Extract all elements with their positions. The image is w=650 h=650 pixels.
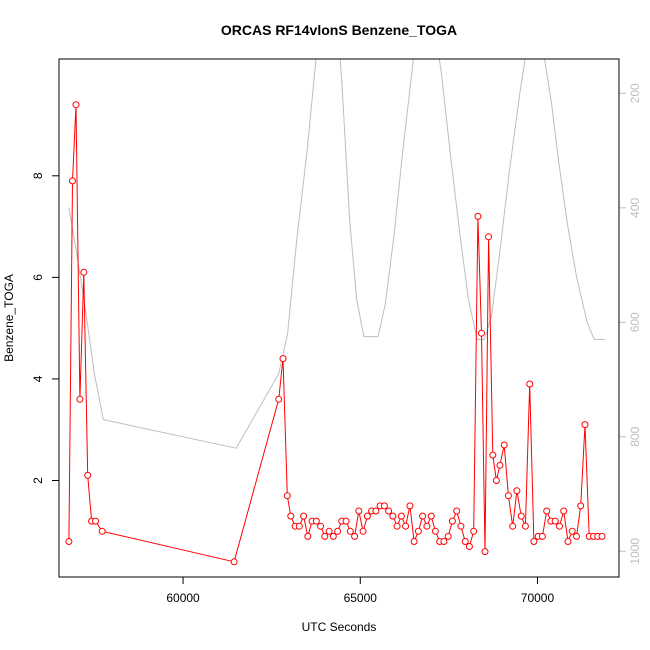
data-point-73 — [538, 532, 546, 540]
data-point-10 — [275, 395, 283, 403]
axes-layer: 60000 65000 70000 2 4 6 8 200 400 600 800 1000 — [31, 83, 642, 605]
data-point-59 — [481, 548, 489, 556]
data-point-4 — [80, 268, 88, 276]
y-tick-label-0: 2 — [31, 477, 45, 484]
x-tick-label-2: 70000 — [521, 591, 555, 605]
data-point-56 — [470, 527, 478, 535]
data-point-49 — [440, 538, 448, 545]
secondary-series-layer — [68, 59, 605, 449]
data-point-17 — [304, 532, 312, 540]
data-point-70 — [526, 380, 534, 388]
data-point-38 — [393, 522, 401, 530]
data-point-26 — [342, 517, 350, 525]
data-point-52 — [453, 507, 461, 515]
data-point-30 — [359, 527, 367, 535]
data-point-65 — [504, 492, 512, 500]
data-point-60 — [485, 233, 493, 241]
y2-tick-label-2: 600 — [628, 312, 642, 332]
data-point-77 — [556, 522, 563, 530]
y-tick-label-2: 6 — [31, 274, 45, 281]
data-point-28 — [351, 532, 359, 540]
data-point-31 — [363, 512, 371, 520]
data-point-43 — [414, 527, 422, 535]
data-point-76 — [551, 517, 559, 525]
data-point-44 — [419, 512, 427, 520]
data-point-19 — [312, 517, 320, 525]
data-point-54 — [461, 538, 469, 545]
data-point-58 — [478, 329, 485, 337]
y2-tick-label-4: 1000 — [628, 538, 642, 565]
data-point-79 — [564, 538, 572, 545]
y-tick-label-1: 4 — [31, 375, 45, 382]
primary-series-layer — [65, 101, 606, 566]
x-tick-label-1: 65000 — [344, 591, 378, 605]
data-point-3 — [76, 395, 84, 403]
data-point-13 — [287, 512, 295, 520]
data-point-62 — [492, 477, 500, 484]
data-point-2 — [72, 101, 80, 109]
data-point-50 — [444, 532, 452, 540]
y-tick-label-3: 8 — [31, 172, 45, 179]
data-point-55 — [465, 543, 473, 550]
data-point-11 — [279, 355, 287, 363]
secondary-series-line — [68, 59, 605, 449]
data-point-20 — [317, 522, 325, 530]
data-point-22 — [325, 527, 333, 535]
data-point-64 — [500, 441, 508, 449]
data-point-87 — [598, 532, 606, 540]
data-point-24 — [334, 527, 342, 535]
data-point-69 — [521, 522, 529, 530]
data-point-42 — [410, 538, 418, 545]
data-point-35 — [380, 502, 388, 510]
data-point-53 — [457, 522, 465, 530]
data-point-66 — [509, 522, 517, 530]
data-point-81 — [573, 532, 580, 540]
data-point-15 — [295, 522, 303, 530]
data-point-40 — [402, 522, 410, 530]
chart-title: ORCAS RF14vlonS Benzene_TOGA — [221, 22, 457, 38]
data-point-51 — [448, 517, 456, 525]
data-point-74 — [543, 507, 551, 515]
data-point-46 — [427, 512, 435, 520]
data-point-21 — [321, 532, 329, 540]
data-point-67 — [513, 487, 521, 495]
plot-frame — [58, 58, 620, 578]
data-point-36 — [385, 507, 393, 515]
data-point-1 — [69, 177, 76, 185]
data-point-71 — [530, 538, 538, 545]
data-point-7 — [92, 517, 99, 525]
data-point-5 — [84, 471, 92, 479]
y2-tick-label-1: 400 — [628, 197, 642, 217]
data-point-63 — [496, 461, 504, 469]
data-point-0 — [65, 538, 73, 545]
y-axis-label: Benzene_TOGA — [2, 274, 16, 362]
data-point-27 — [346, 527, 354, 535]
data-point-41 — [406, 502, 414, 510]
data-point-57 — [474, 212, 482, 220]
data-point-45 — [423, 522, 431, 530]
data-point-16 — [300, 512, 308, 520]
y2-tick-label-0: 200 — [628, 83, 642, 103]
data-point-47 — [431, 527, 439, 535]
x-tick-label-0: 60000 — [166, 591, 200, 605]
benzene-series-line — [68, 104, 602, 563]
data-point-8 — [98, 527, 106, 535]
data-point-9 — [230, 558, 238, 566]
data-point-29 — [355, 507, 363, 515]
data-point-80 — [568, 527, 576, 535]
data-point-61 — [489, 451, 497, 459]
data-point-12 — [283, 492, 291, 500]
data-point-68 — [517, 512, 525, 520]
data-point-82 — [577, 502, 585, 510]
data-point-78 — [560, 507, 568, 515]
y2-tick-label-3: 800 — [628, 426, 642, 446]
data-point-23 — [329, 532, 337, 540]
x-axis-label: UTC Seconds — [302, 620, 377, 634]
data-point-39 — [397, 512, 405, 520]
data-point-83 — [581, 421, 589, 429]
data-point-33 — [372, 507, 380, 515]
data-point-37 — [389, 512, 397, 520]
